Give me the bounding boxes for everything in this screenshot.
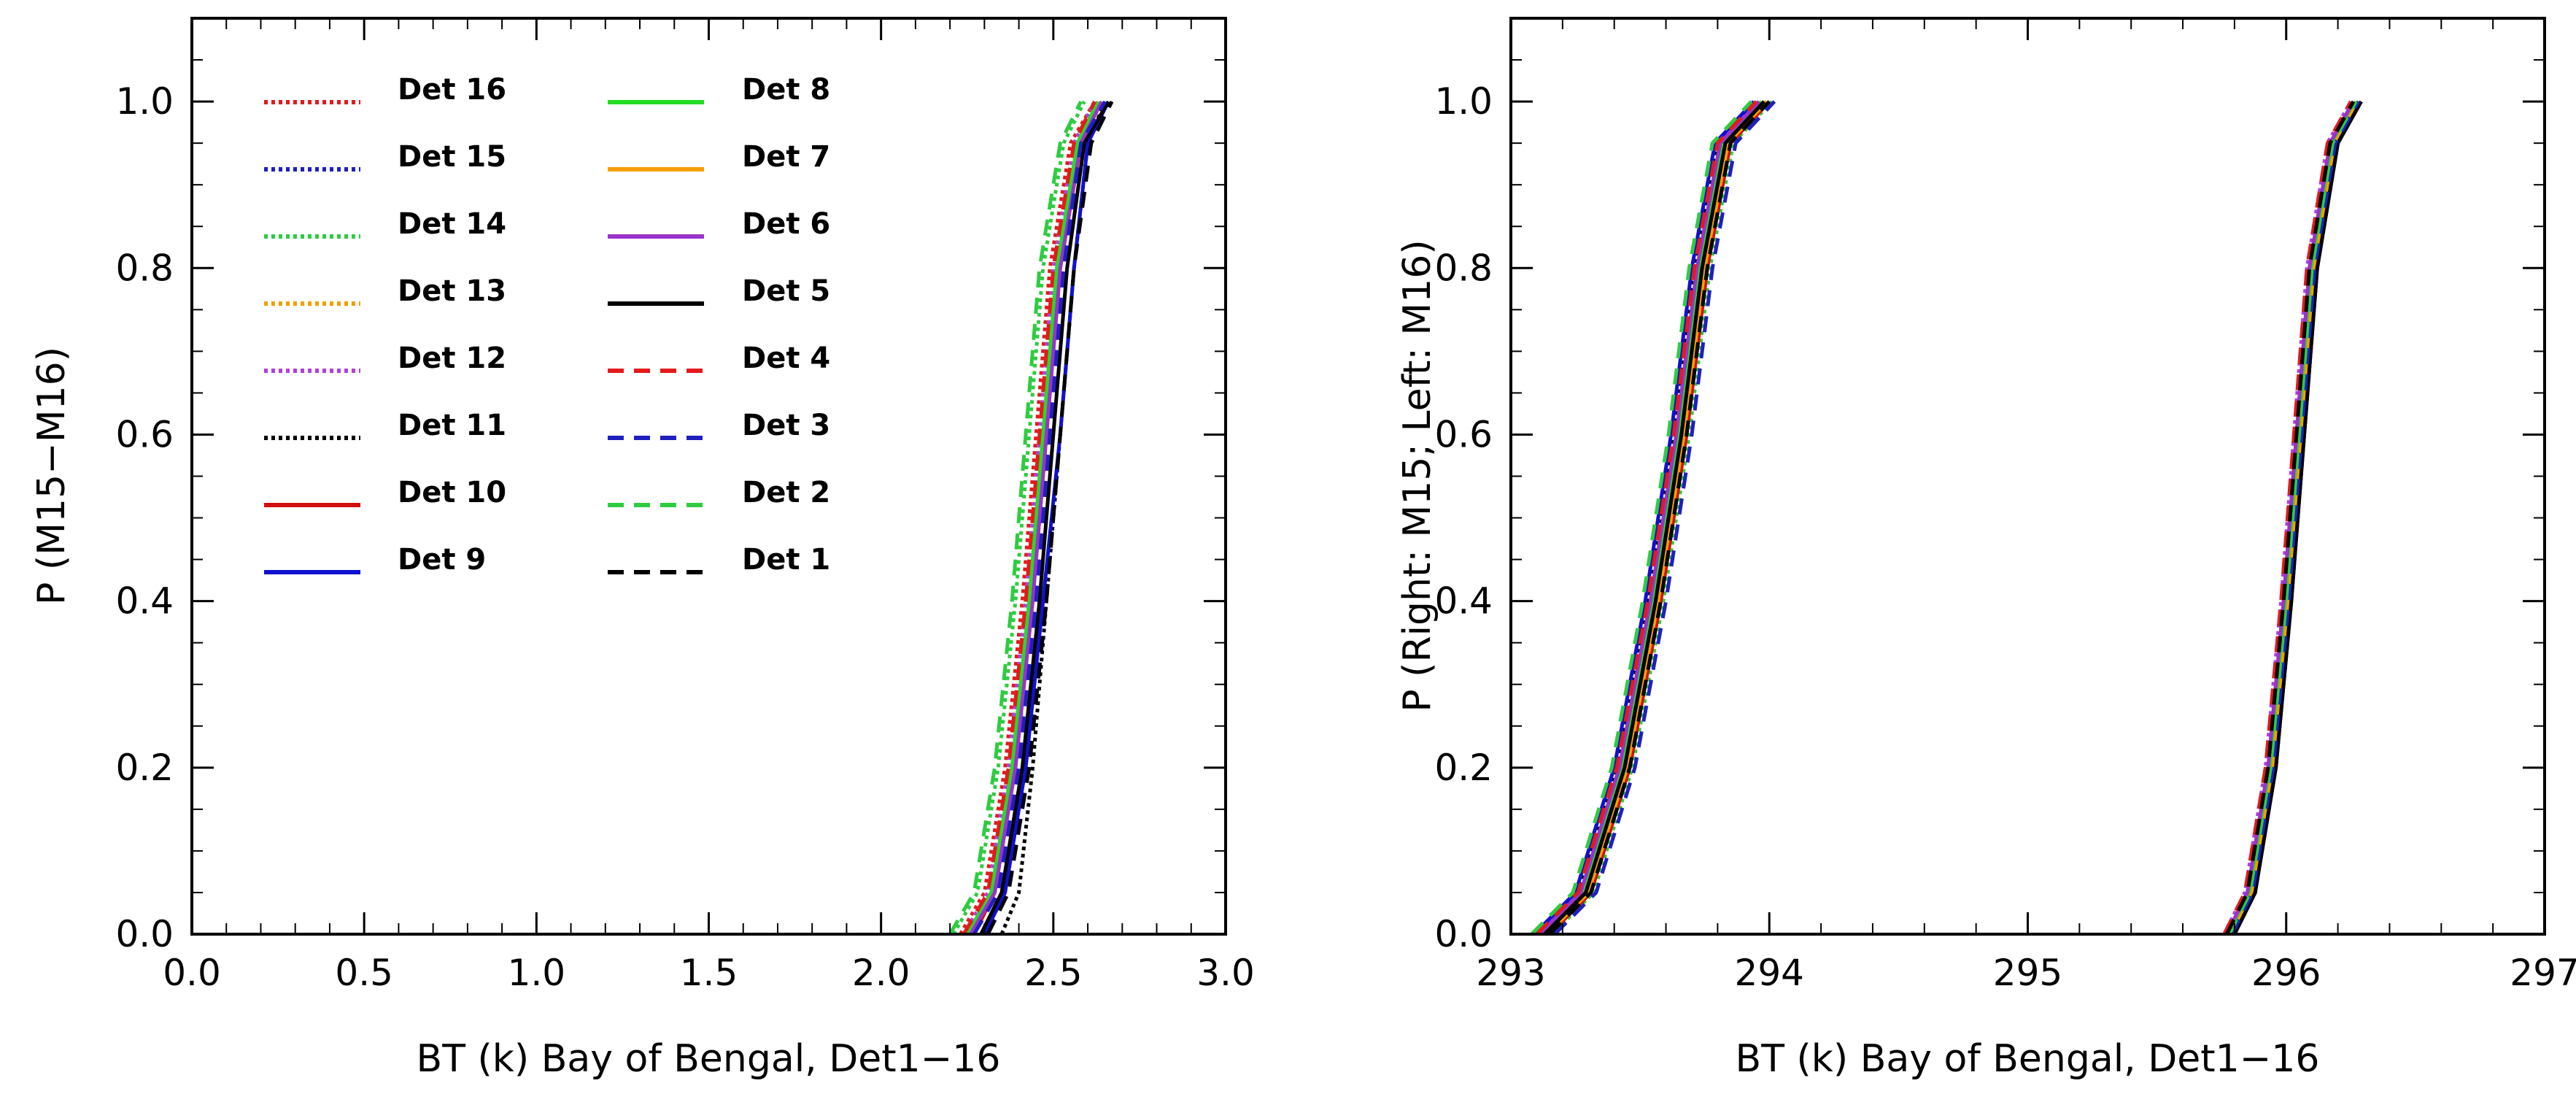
series-line-det-6 xyxy=(969,100,1104,936)
series-line-m16-det-15 xyxy=(1538,100,1760,936)
right-x-axis-title: BT (k) Bay of Bengal, Det1−16 xyxy=(1736,1037,2320,1081)
right-chart-panel: 293 294 295 296 297 0.0 0.2 0.4 0.6 0.8 1.0 BT (k)… xyxy=(1396,17,2576,1081)
x-tick-label: 294 xyxy=(1735,952,1804,994)
series-line-m16-det-13 xyxy=(1540,100,1763,936)
series-line-m16-det-6 xyxy=(1538,100,1760,936)
series-line-m16-det-2 xyxy=(1530,100,1753,936)
x-tick-label: 1.5 xyxy=(680,952,738,994)
y-tick-label: 0.0 xyxy=(115,913,174,955)
left-x-axis-title: BT (k) Bay of Bengal, Det1−16 xyxy=(417,1037,1001,1081)
legend-label: Det 4 xyxy=(742,342,830,375)
y-tick-label: 0.8 xyxy=(1434,247,1493,289)
right-cdf-curves xyxy=(1530,100,2363,936)
series-line-det-16 xyxy=(959,100,1096,936)
legend-label: Det 1 xyxy=(742,543,830,577)
series-line-m16-det-7 xyxy=(1545,100,1768,936)
left-axis-ticks: 0.0 0.5 1.0 1.5 2.0 2.5 3.0 0.0 0.2 0.4 0.6 0.8 1.0 xyxy=(115,18,1255,994)
x-tick-label: 296 xyxy=(2251,952,2321,994)
x-tick-label: 2.0 xyxy=(852,952,910,994)
series-line-m15-det-2 xyxy=(2227,100,2358,936)
y-tick-label: 0.2 xyxy=(1434,747,1493,789)
series-line-m16-det-11 xyxy=(1535,100,1758,936)
legend-label: Det 8 xyxy=(742,73,830,107)
series-line-m16-det-3 xyxy=(1553,100,1776,936)
x-tick-label: 0.5 xyxy=(335,952,393,994)
series-line-m16-det-9 xyxy=(1533,100,1755,936)
series-line-m16-det-5 xyxy=(1543,100,1766,936)
y-tick-label: 1.0 xyxy=(1434,80,1493,123)
y-tick-label: 0.6 xyxy=(115,413,174,455)
right-axis-ticks: 293 294 295 296 297 0.0 0.2 0.4 0.6 0.8 1.0 xyxy=(1434,18,2576,994)
series-line-det-14 xyxy=(951,100,1086,936)
y-tick-label: 0.6 xyxy=(1434,413,1493,455)
y-tick-label: 0.0 xyxy=(1434,913,1493,955)
legend-label: Det 12 xyxy=(398,342,506,375)
series-line-m15-det-4 xyxy=(2222,100,2353,936)
y-tick-label: 0.4 xyxy=(115,580,174,623)
x-tick-label: 295 xyxy=(1993,952,2062,994)
x-tick-label: 293 xyxy=(1476,952,1545,994)
legend-label: Det 9 xyxy=(398,543,486,577)
legend-label: Det 10 xyxy=(398,476,506,509)
right-y-axis-title: P (Right: M15; Left: M16) xyxy=(1396,239,1439,712)
series-line-m16-det-4 xyxy=(1535,100,1758,936)
series-line-det-5 xyxy=(979,100,1110,936)
legend-label: Det 3 xyxy=(742,409,830,442)
series-line-m15-det-5 xyxy=(2232,100,2363,936)
y-tick-label: 0.4 xyxy=(1434,580,1493,623)
series-line-m15-det-1 xyxy=(2225,100,2356,936)
legend-label: Det 11 xyxy=(398,409,506,442)
series-line-det-8 xyxy=(965,100,1100,936)
series-line-det-3 xyxy=(972,100,1107,936)
legend-label: Det 2 xyxy=(742,476,830,509)
left-legend: Det 16 Det 15 Det 14 Det 13 Det 12 Det 11 Det … xyxy=(264,73,830,577)
series-line-m16-det-12 xyxy=(1543,100,1766,936)
legend-label: Det 13 xyxy=(398,274,506,308)
series-line-det-2 xyxy=(948,100,1083,936)
left-y-axis-title: P (M15−M16) xyxy=(30,347,74,605)
series-line-m15-det-3 xyxy=(2230,100,2361,936)
legend-label: Det 6 xyxy=(742,207,830,241)
legend-label: Det 15 xyxy=(398,140,506,174)
y-tick-label: 0.8 xyxy=(115,247,174,289)
x-tick-label: 1.0 xyxy=(508,952,566,994)
series-line-m16-det-8 xyxy=(1540,100,1763,936)
y-tick-label: 0.2 xyxy=(115,747,174,789)
series-line-m16-det-1 xyxy=(1548,100,1771,936)
x-tick-label: 0.0 xyxy=(163,952,221,994)
series-line-det-4 xyxy=(962,100,1096,936)
series-line-det-1 xyxy=(986,100,1114,936)
legend-label: Det 7 xyxy=(742,140,830,174)
x-tick-label: 2.5 xyxy=(1024,952,1083,994)
legend-label: Det 16 xyxy=(398,73,506,107)
left-cdf-curves xyxy=(948,100,1114,936)
legend-label: Det 14 xyxy=(398,207,506,241)
y-tick-label: 1.0 xyxy=(115,80,174,123)
series-line-m16-det-14 xyxy=(1550,100,1774,936)
legend-label: Det 5 xyxy=(742,274,830,308)
x-tick-label: 3.0 xyxy=(1196,952,1255,994)
x-tick-label: 297 xyxy=(2510,952,2576,994)
left-chart-panel: 0.0 0.5 1.0 1.5 2.0 2.5 3.00.00.20.40.60.81.0 … xyxy=(30,17,1255,1081)
